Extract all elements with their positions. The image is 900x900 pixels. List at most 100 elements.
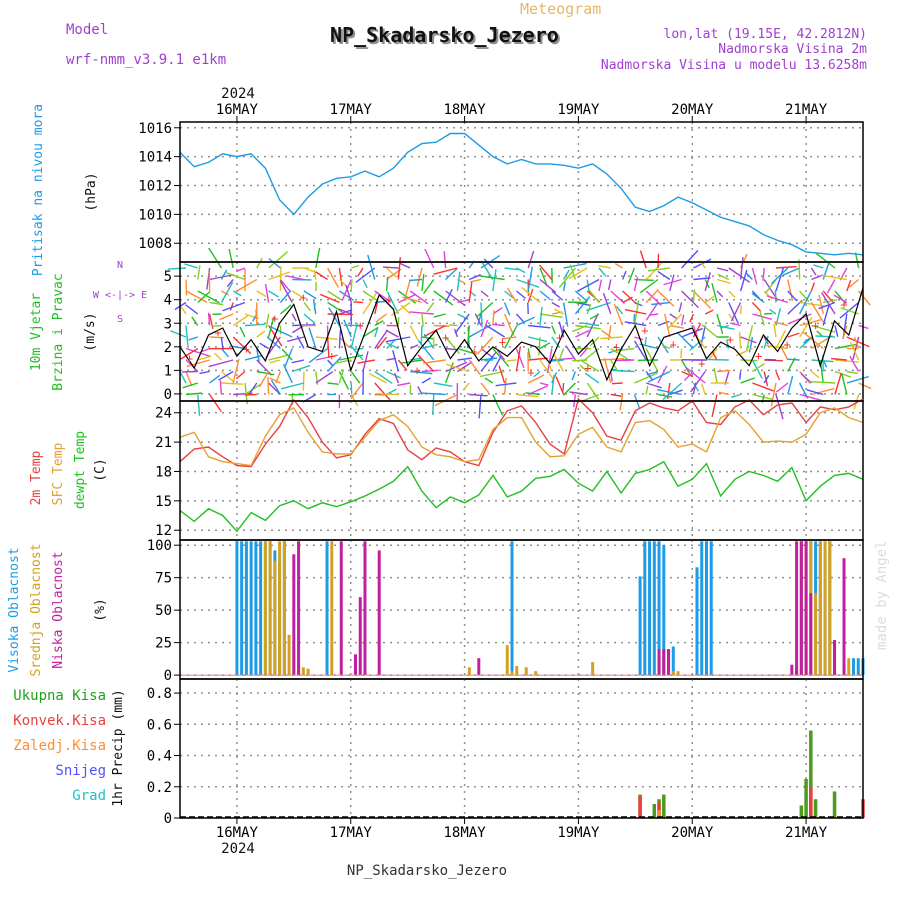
wind-barb bbox=[562, 269, 570, 280]
wind-barb bbox=[417, 340, 435, 361]
wind-barb bbox=[815, 252, 836, 269]
wind-barb bbox=[477, 313, 482, 326]
clouds-bar bbox=[833, 640, 837, 676]
footer-station: NP_Skadarsko_Jezero bbox=[347, 863, 507, 879]
wind-barb bbox=[197, 355, 212, 361]
wind-barb bbox=[600, 336, 623, 340]
wind-barb bbox=[834, 370, 852, 378]
wind-barb bbox=[385, 276, 389, 292]
wind-barb bbox=[603, 357, 612, 384]
wind-barb bbox=[539, 267, 548, 287]
wind-barb bbox=[770, 267, 789, 285]
wind-barb bbox=[338, 308, 352, 315]
wind-barb bbox=[303, 302, 312, 312]
wind-barb bbox=[280, 382, 305, 390]
wind-barb bbox=[228, 248, 234, 269]
wind-barb bbox=[256, 330, 266, 338]
wind-barb bbox=[506, 287, 517, 303]
clouds-bar bbox=[282, 541, 286, 676]
wind-barb bbox=[551, 290, 564, 301]
wind-barb bbox=[182, 382, 199, 389]
wind-barb bbox=[831, 357, 847, 361]
wind-barb bbox=[291, 290, 305, 299]
wind-barb bbox=[775, 394, 784, 420]
wind-barb bbox=[185, 279, 188, 296]
clouds-bar bbox=[671, 671, 675, 676]
wind-barb bbox=[634, 372, 659, 384]
wind-barb bbox=[339, 290, 354, 301]
wind-barb bbox=[645, 261, 663, 280]
day-label-bottom: 19MAY bbox=[557, 825, 600, 841]
wind-barb bbox=[404, 279, 411, 300]
wind-label-1: 10m Vjetar bbox=[29, 293, 44, 371]
wind-barb bbox=[676, 331, 694, 349]
precip-ytick-label: 0.6 bbox=[147, 717, 172, 733]
gust-mark: + bbox=[271, 312, 278, 326]
wind-barb bbox=[468, 280, 473, 303]
wind-barb bbox=[179, 371, 187, 384]
temp-unit: (C) bbox=[93, 458, 108, 481]
wind-barb bbox=[528, 357, 548, 361]
clouds-bar bbox=[278, 541, 282, 676]
wind-barb bbox=[769, 308, 777, 315]
wind-barb bbox=[579, 348, 588, 358]
gust-mark: + bbox=[243, 342, 250, 356]
wind-line bbox=[179, 287, 864, 382]
precip-ytick-label: 0.2 bbox=[147, 780, 172, 796]
clouds-bar bbox=[804, 541, 808, 676]
wind-barb bbox=[692, 323, 702, 338]
wind-barb bbox=[279, 279, 291, 292]
wind-barb bbox=[689, 336, 706, 351]
wind-barb bbox=[374, 290, 392, 303]
wind-barb bbox=[291, 359, 305, 364]
wind-barb bbox=[612, 347, 635, 352]
precip-legend-frozen: Zaledj.Kisa bbox=[13, 738, 106, 754]
wind-barb bbox=[408, 278, 423, 282]
wind-barb bbox=[551, 301, 560, 308]
wind-barb bbox=[249, 382, 258, 394]
wind-barb bbox=[716, 369, 731, 373]
wind-barb bbox=[401, 359, 423, 364]
clouds-bar bbox=[842, 558, 846, 676]
wind-barb bbox=[376, 336, 388, 350]
wind-barb bbox=[492, 394, 504, 416]
wind-barb bbox=[718, 391, 729, 396]
wind-barb bbox=[421, 313, 424, 327]
wind-barb bbox=[291, 313, 297, 322]
wind-barb bbox=[269, 325, 293, 338]
wind-barb bbox=[651, 301, 670, 306]
wind-barb bbox=[775, 371, 781, 381]
clouds-bar bbox=[330, 541, 334, 676]
wind-barb bbox=[421, 369, 439, 373]
wind-barb bbox=[787, 290, 798, 302]
pressure-line bbox=[179, 132, 864, 256]
clouds-bar bbox=[704, 541, 708, 676]
wind-barb bbox=[374, 382, 391, 401]
wind-barb bbox=[167, 267, 187, 270]
clouds-ytick-label: 50 bbox=[155, 603, 172, 619]
clouds-ytick-label: 0 bbox=[164, 668, 172, 684]
day-label-top: 21MAY bbox=[785, 102, 828, 118]
wind-barb bbox=[810, 267, 817, 276]
wind-barb bbox=[433, 324, 450, 327]
wind-barb bbox=[533, 370, 541, 378]
clouds-bar bbox=[856, 658, 860, 676]
wind-barb bbox=[527, 348, 531, 359]
day-label-bottom: 18MAY bbox=[444, 825, 487, 841]
clouds-bar bbox=[662, 545, 666, 676]
wind-barb bbox=[266, 336, 281, 350]
gust-mark: + bbox=[442, 330, 449, 344]
wind-barb bbox=[375, 313, 388, 323]
day-label-top: 18MAY bbox=[444, 102, 487, 118]
wind-barb bbox=[849, 341, 860, 361]
wind-barb bbox=[209, 301, 224, 306]
wind-barb bbox=[185, 371, 193, 387]
wind-barb bbox=[598, 279, 603, 292]
gust-mark: + bbox=[783, 337, 790, 351]
clouds-bar bbox=[823, 541, 827, 676]
wind-barb bbox=[730, 322, 741, 327]
wind-barb bbox=[393, 373, 400, 384]
wind-barb bbox=[645, 348, 658, 370]
wind-barb bbox=[222, 301, 246, 312]
